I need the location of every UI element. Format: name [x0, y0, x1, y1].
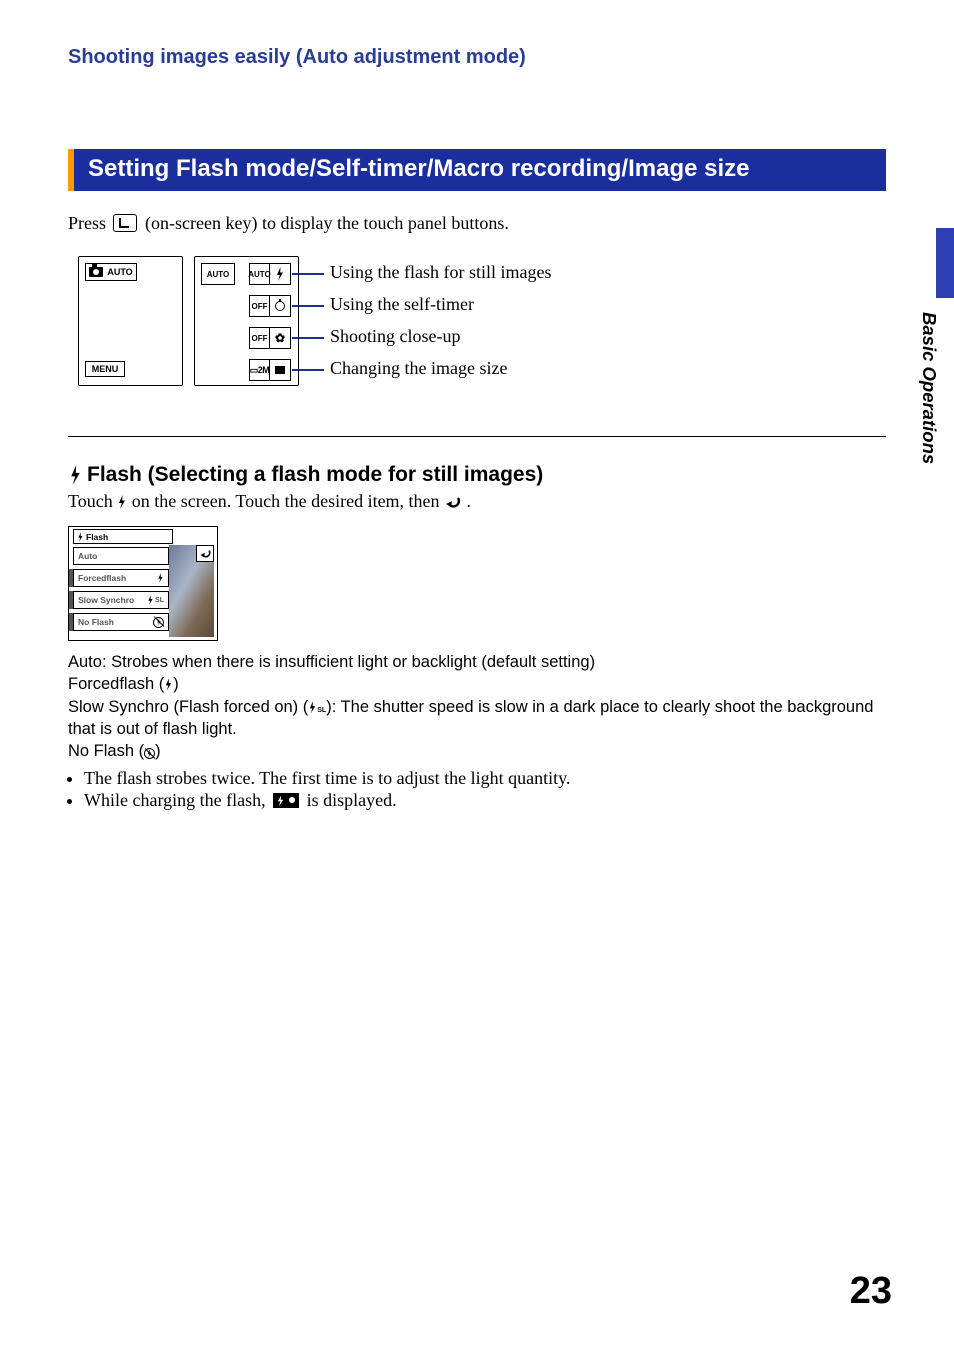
flash-descriptions: Auto: Strobes when there is insufficient…	[68, 651, 886, 762]
flash-menu-screenshot: Flash Auto Forcedflash Slow SynchroSL No…	[68, 526, 218, 641]
right-auto-button: AUTO	[201, 263, 235, 285]
flash-menu-header-text: Flash	[86, 532, 108, 542]
flash-row-button: AUTO	[249, 263, 291, 285]
flash-menu-item-label: Auto	[78, 551, 97, 561]
flash-subheading: Flash (Selecting a flash mode for still …	[68, 463, 886, 487]
page-number: 23	[850, 1270, 892, 1313]
selftimer-row-button: OFF	[249, 295, 291, 317]
desc-forced-close: )	[173, 675, 179, 693]
desc-forced: Forcedflash ()	[68, 673, 886, 695]
flash-icon	[270, 264, 290, 284]
notes-list: The flash strobes twice. The first time …	[68, 768, 886, 811]
no-flash-icon	[144, 748, 155, 759]
macro-icon: ✿	[270, 328, 290, 348]
timer-row-left: OFF	[250, 296, 270, 316]
flash-icon	[68, 465, 83, 485]
side-section-label: Basic Operations	[918, 312, 940, 464]
desc-noflash-close: )	[155, 742, 161, 760]
press-prefix: Press	[68, 213, 111, 233]
panels-diagram: AUTO MENU AUTO AUTO OFF OFF ✿	[68, 256, 886, 406]
label-macro: Shooting close-up	[330, 326, 461, 347]
connector-2	[292, 305, 324, 307]
menu-button: MENU	[85, 361, 125, 377]
connector-4	[292, 369, 324, 371]
flash-instr-mid: on the screen. Touch the desired item, t…	[127, 491, 444, 511]
note-2: While charging the flash, is displayed.	[84, 790, 886, 811]
flash-menu-item-forced: Forcedflash	[73, 569, 169, 587]
flash-menu-item-label: No Flash	[78, 617, 114, 627]
macro-row-button: OFF ✿	[249, 327, 291, 349]
note-2-suffix: is displayed.	[302, 790, 397, 810]
press-suffix: (on-screen key) to display the touch pan…	[141, 213, 509, 233]
note-1: The flash strobes twice. The first time …	[84, 768, 886, 789]
flash-subheading-text: Flash (Selecting a flash mode for still …	[87, 463, 543, 487]
connector-1	[292, 273, 324, 275]
return-icon	[444, 495, 462, 509]
note-2-prefix: While charging the flash,	[84, 790, 270, 810]
flash-instr-prefix: Touch	[68, 491, 117, 511]
no-flash-icon	[153, 617, 164, 628]
macro-row-left: OFF	[250, 328, 270, 348]
right-panel: AUTO AUTO OFF OFF ✿ ▭2M	[194, 256, 299, 386]
desc-slow-prefix: Slow Synchro (Flash forced on) (	[68, 698, 308, 716]
flash-menu-item-slow: Slow SynchroSL	[73, 591, 169, 609]
label-flash: Using the flash for still images	[330, 262, 551, 283]
desc-noflash: No Flash ()	[68, 740, 886, 762]
flash-menu-item-auto: Auto	[73, 547, 169, 565]
screen-key-icon	[113, 214, 137, 232]
camera-icon	[89, 267, 103, 277]
image-size-icon	[270, 360, 290, 380]
flash-icon	[117, 495, 127, 509]
flash-charging-icon	[273, 793, 299, 808]
flash-icon	[308, 701, 317, 714]
side-tab	[936, 228, 954, 298]
desc-auto: Auto: Strobes when there is insufficient…	[68, 651, 886, 673]
flash-menu-return-button	[196, 545, 214, 562]
desc-forced-prefix: Forcedflash (	[68, 675, 164, 693]
flash-menu-item-label: Slow Synchro	[78, 595, 134, 605]
auto-label-left: AUTO	[107, 267, 132, 277]
flash-menu-item-label: Forcedflash	[78, 573, 126, 583]
imagesize-row-button: ▭2M	[249, 359, 291, 381]
page-header: Shooting images easily (Auto adjustment …	[68, 46, 886, 69]
section-separator	[68, 436, 886, 437]
flash-icon	[147, 595, 154, 605]
flash-row-left: AUTO	[250, 264, 270, 284]
flash-instruction: Touch on the screen. Touch the desired i…	[68, 491, 886, 512]
sl-label: SL	[317, 707, 326, 714]
flash-menu-item-noflash: No Flash	[73, 613, 169, 631]
flash-instr-suffix: .	[462, 491, 471, 511]
press-instruction: Press (on-screen key) to display the tou…	[68, 213, 886, 234]
flash-menu-header: Flash	[73, 529, 173, 544]
camera-auto-button: AUTO	[85, 263, 137, 281]
self-timer-icon	[270, 296, 290, 316]
desc-slow: Slow Synchro (Flash forced on) (SL): The…	[68, 696, 886, 741]
connector-3	[292, 337, 324, 339]
size-left-glyph: ▭2M	[250, 360, 270, 380]
desc-noflash-prefix: No Flash (	[68, 742, 144, 760]
left-panel: AUTO MENU	[78, 256, 183, 386]
flash-icon	[157, 573, 164, 583]
label-selftimer: Using the self-timer	[330, 294, 474, 315]
label-imagesize: Changing the image size	[330, 358, 507, 379]
section-title-bar: Setting Flash mode/Self-timer/Macro reco…	[68, 149, 886, 191]
flash-icon	[164, 678, 173, 691]
